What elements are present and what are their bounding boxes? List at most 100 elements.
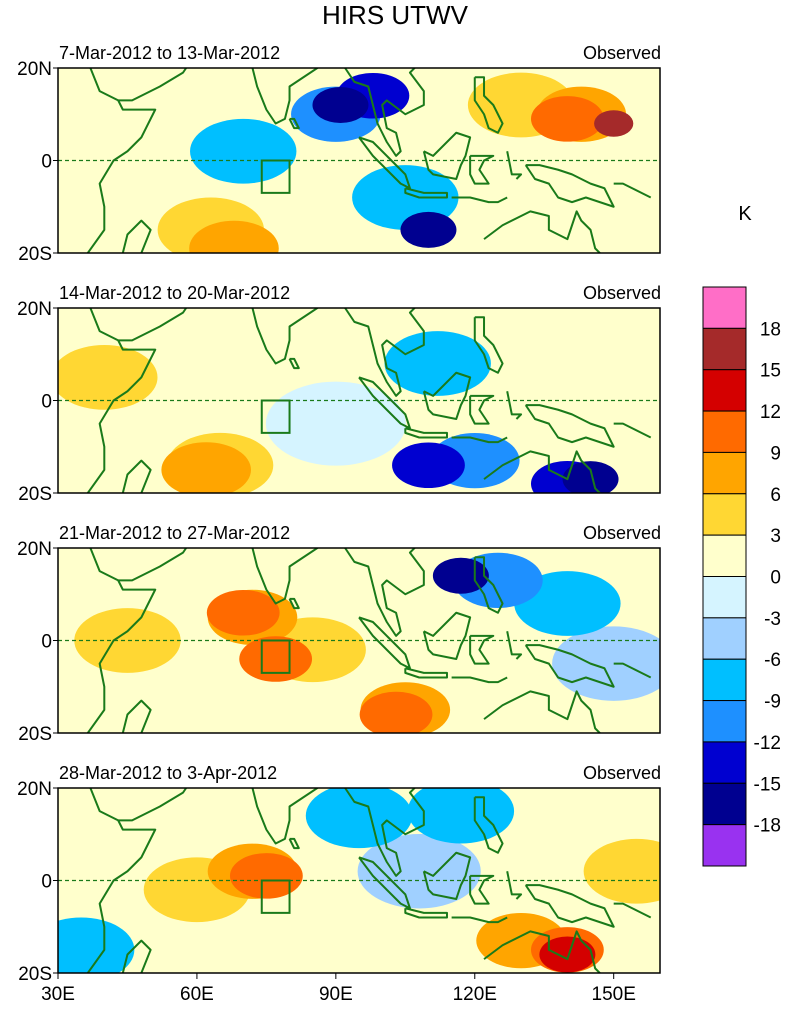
chart-title: HIRS UTWV xyxy=(322,0,469,30)
coastline xyxy=(506,871,523,900)
coastline xyxy=(250,68,319,125)
coastline xyxy=(469,634,495,665)
colorbar-label: 0 xyxy=(770,568,781,589)
colorbar-label: -6 xyxy=(764,650,781,671)
coastline xyxy=(524,644,615,688)
colorbar-swatch xyxy=(702,327,747,371)
anomaly-cell xyxy=(530,96,604,142)
coastline xyxy=(433,525,475,544)
coastline xyxy=(404,187,448,199)
colorbar-swatch xyxy=(702,451,747,495)
region-box xyxy=(260,159,291,194)
y-tick-label: 20N xyxy=(17,539,52,560)
panel-label: Observed xyxy=(583,763,661,783)
coastline xyxy=(118,68,188,102)
anomaly-cell xyxy=(392,442,465,489)
anomaly-cell xyxy=(190,118,297,184)
colorbar-label: 12 xyxy=(760,402,781,423)
coastline xyxy=(121,219,152,253)
anomaly-cell xyxy=(359,691,433,733)
colorbar-label: -9 xyxy=(764,692,781,713)
anomaly-cell xyxy=(161,442,251,493)
y-tick-label: 20N xyxy=(17,59,52,80)
anomaly-cell xyxy=(384,331,491,396)
colorbar-label: 9 xyxy=(770,443,781,464)
coastline xyxy=(473,556,504,614)
coastline xyxy=(118,788,188,822)
coastline xyxy=(422,611,472,660)
coastline xyxy=(358,376,411,430)
colorbar-swatch xyxy=(702,741,747,784)
y-tick-label: 0 xyxy=(41,872,52,893)
coastline xyxy=(613,662,652,679)
coastline xyxy=(118,308,188,342)
colorbar-label: -12 xyxy=(754,733,781,754)
anomaly-cell xyxy=(58,95,148,170)
coastline xyxy=(343,308,425,397)
panel-label: Observed xyxy=(583,283,661,303)
coastline xyxy=(422,371,472,420)
coastline xyxy=(358,856,411,910)
colorbar-label: -3 xyxy=(764,609,781,630)
x-tick-label: 120E xyxy=(453,984,497,1005)
anomaly-cell xyxy=(552,626,660,701)
coastline xyxy=(121,699,152,733)
colorbar-swatch xyxy=(702,700,747,743)
panel-label: Observed xyxy=(583,43,661,63)
coastline xyxy=(483,930,602,973)
coastline xyxy=(524,164,615,208)
y-tick-label: 0 xyxy=(41,152,52,173)
coastline xyxy=(404,667,448,679)
coastline xyxy=(404,427,448,439)
colorbar-swatch xyxy=(702,369,747,412)
anomaly-cell xyxy=(58,344,158,410)
coastline xyxy=(506,631,523,660)
colorbar-swatch xyxy=(702,617,747,660)
panel-date-range: 7-Mar-2012 to 13-Mar-2012 xyxy=(59,43,280,63)
panel-date-range: 21-Mar-2012 to 27-Mar-2012 xyxy=(59,523,290,543)
anomaly-cell xyxy=(74,608,181,673)
coastline xyxy=(524,404,615,448)
coastline xyxy=(506,151,523,180)
y-tick-label: 20N xyxy=(17,299,52,320)
panel-date-range: 14-Mar-2012 to 20-Mar-2012 xyxy=(59,283,290,303)
y-tick-label: 20N xyxy=(17,779,52,800)
coastline xyxy=(121,939,152,973)
coastline xyxy=(343,548,425,637)
coastline xyxy=(343,788,425,877)
coastline xyxy=(288,837,300,850)
colorbar: 18 15 12 9 6 3 0 -3 -6 -9 -12 -15 -18 xyxy=(702,286,781,867)
anomaly-cell xyxy=(594,110,634,137)
anomaly-cell xyxy=(542,146,660,221)
colorbar-label: -15 xyxy=(754,774,781,795)
coastline xyxy=(473,796,504,854)
colorbar-swatch xyxy=(702,493,747,536)
colorbar-label: 18 xyxy=(760,319,781,340)
coastline xyxy=(451,436,508,444)
x-tick-label: 60E xyxy=(180,984,214,1005)
coastline xyxy=(483,450,602,493)
coastline xyxy=(613,182,652,199)
y-tick-label: 20S xyxy=(18,964,52,985)
coastline xyxy=(451,196,508,204)
colorbar-label: 3 xyxy=(770,526,781,547)
colorbar-swatch xyxy=(702,782,747,826)
coastline xyxy=(404,907,448,919)
x-axis: 30E 60E 90E 120E 150E xyxy=(41,973,636,1005)
map-panel: 20N 0 20S 28-Mar-2012 to 3-Apr-2012 Observed xyxy=(17,763,661,985)
coastline xyxy=(250,788,319,845)
region-box xyxy=(260,399,291,434)
colorbar-label: 15 xyxy=(760,361,781,382)
region-box xyxy=(260,639,291,674)
colorbar-swatch xyxy=(702,576,747,619)
anomaly-cell xyxy=(189,220,279,253)
coastline xyxy=(288,597,300,610)
anomaly-cell xyxy=(552,308,660,369)
coastline xyxy=(613,902,652,919)
coastline xyxy=(433,45,475,64)
coastline xyxy=(483,210,602,253)
colorbar-label: 6 xyxy=(770,485,781,506)
anomaly-cell xyxy=(58,917,135,973)
panel-date-range: 28-Mar-2012 to 3-Apr-2012 xyxy=(59,763,277,783)
